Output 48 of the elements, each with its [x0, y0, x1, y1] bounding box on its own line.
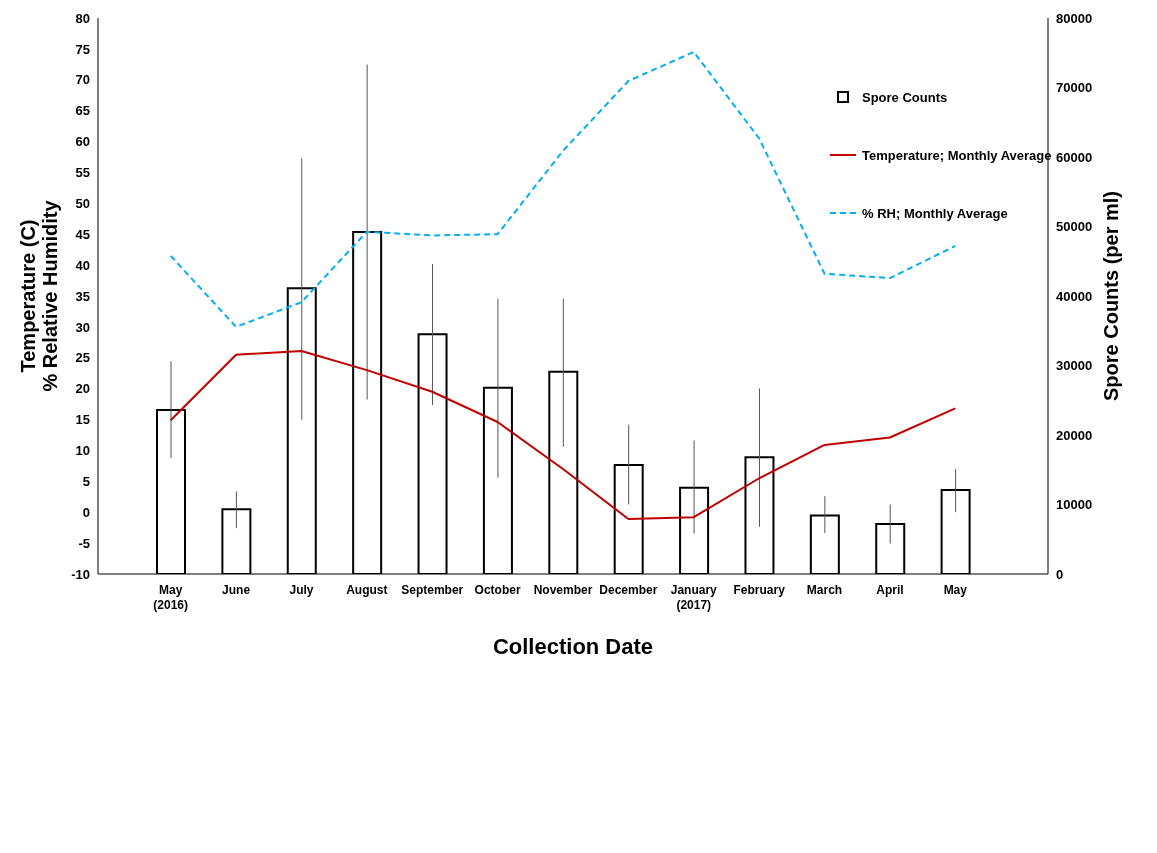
x-tick-label: May: [943, 583, 968, 597]
y-tick-label: 80: [75, 10, 90, 26]
x-tick-label: June: [222, 583, 251, 597]
y2-tick-label: 70000: [1056, 80, 1093, 96]
x-tick-label: October: [474, 583, 521, 597]
y-tick-label: 50: [75, 195, 90, 211]
y-tick-label: 5: [82, 473, 90, 489]
legend-label: Spore Counts: [862, 89, 948, 105]
y-tick-label: 0: [82, 504, 90, 520]
x-tick-label: February: [733, 583, 786, 597]
x-tick-label: March: [806, 583, 843, 597]
x-tick-label: January (2017): [670, 583, 718, 612]
y-tick-label: 40: [75, 257, 90, 273]
y2-tick-label: 60000: [1056, 149, 1093, 165]
y2-axis-title: Spore Counts (per ml): [1100, 190, 1122, 402]
y-tick-label: 20: [75, 381, 90, 397]
y-tick-label: 45: [75, 226, 90, 242]
y-axis-title: Temperature (C) % Relative Humidity: [17, 199, 61, 392]
y-tick-label: 25: [75, 350, 90, 366]
x-axis-title: Collection Date: [492, 634, 654, 659]
y-tick-label: 75: [75, 41, 90, 57]
legend-label: % RH; Monthly Average: [862, 205, 1008, 221]
y-tick-label: 60: [75, 134, 90, 150]
y-tick-label: -5: [78, 535, 90, 551]
y2-tick-label: 80000: [1056, 10, 1093, 26]
y2-tick-label: 50000: [1056, 219, 1093, 235]
x-tick-label: August: [346, 583, 388, 597]
y2-tick-label: 30000: [1056, 358, 1093, 374]
y-tick-label: 10: [75, 443, 90, 459]
y-tick-label: 35: [75, 288, 90, 304]
y2-tick-label: 10000: [1056, 497, 1093, 513]
legend-label: Temperature; Monthly Average: [862, 147, 1052, 163]
line-series: [169, 349, 957, 521]
x-tick-label: May (2016): [153, 583, 189, 612]
y-tick-label: 65: [75, 103, 90, 119]
y2-tick-label: 20000: [1056, 427, 1093, 443]
y-tick-label: 70: [75, 72, 90, 88]
y-tick-label: 30: [75, 319, 90, 335]
y2-tick-label: 0: [1056, 566, 1064, 582]
x-tick-label: April: [876, 583, 904, 597]
y-tick-label: 55: [75, 165, 90, 181]
x-tick-label: November: [533, 583, 593, 597]
x-tick-label: September: [401, 583, 464, 597]
y-tick-label: 15: [75, 412, 90, 428]
x-tick-label: December: [599, 583, 658, 597]
y2-tick-label: 40000: [1056, 288, 1093, 304]
y-tick-label: -10: [71, 566, 90, 582]
x-tick-label: July: [289, 583, 314, 597]
